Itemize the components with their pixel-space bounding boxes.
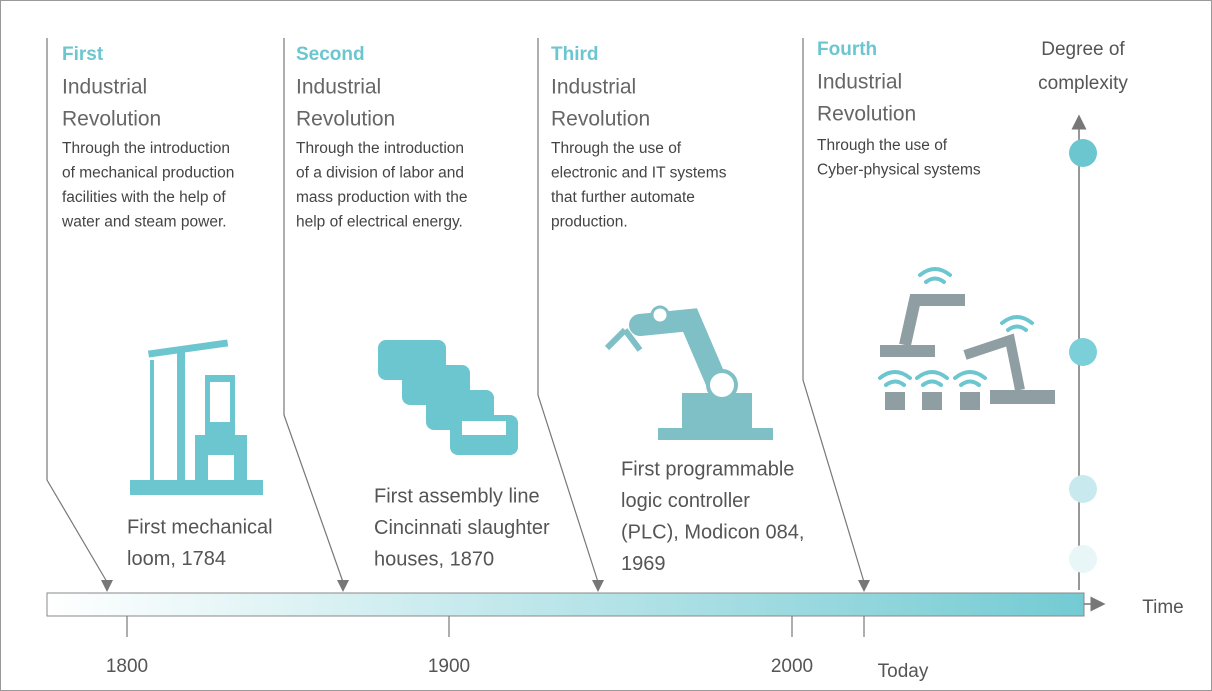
description-line: help of electrical energy. [296, 214, 463, 231]
description-line: facilities with the help of [62, 189, 226, 206]
y-axis-label: complexity [1038, 73, 1128, 94]
time-tick-label: 1800 [106, 656, 148, 677]
pointer-heads [101, 580, 870, 592]
robot-arm-icon [604, 305, 773, 440]
time-tick-marks [126, 616, 865, 637]
milestone-line: 1969 [621, 553, 666, 575]
description-line: Through the introduction [62, 140, 230, 157]
milestone-line: logic controller [621, 490, 750, 512]
title-line: Revolution [62, 108, 161, 131]
pointers [46, 38, 865, 583]
milestone-line: houses, 1870 [374, 548, 494, 570]
title-line: Industrial [817, 71, 902, 94]
ordinal: Third [551, 44, 599, 65]
description-line: Cyber-physical systems [817, 162, 981, 179]
description-line: electronic and IT systems [551, 165, 727, 182]
y-axis-label: Degree of [1041, 39, 1125, 60]
description-line: of mechanical production [62, 165, 234, 182]
x-axis-label: Time [1142, 597, 1184, 618]
time-tick-label: 2000 [771, 656, 813, 677]
milestone-line: Cincinnati slaughter [374, 517, 550, 539]
time-bar [46, 592, 1085, 617]
description-line: mass production with the [296, 189, 467, 206]
description-line: Through the introduction [296, 140, 464, 157]
title-line: Revolution [296, 108, 395, 131]
ordinal: Second [296, 44, 365, 65]
ordinal: Fourth [817, 39, 877, 60]
title-line: Industrial [296, 76, 381, 99]
description-line: of a division of labor and [296, 165, 464, 182]
title-line: Industrial [551, 76, 636, 99]
description-line: that further automate [551, 189, 695, 206]
description-line: Through the use of [551, 140, 682, 157]
ordinal: First [62, 44, 104, 65]
milestone-line: loom, 1784 [127, 548, 226, 570]
title-line: Industrial [62, 76, 147, 99]
milestone-line: First mechanical [127, 516, 273, 538]
time-tick-label: 1900 [428, 656, 470, 677]
description-line: production. [551, 214, 628, 231]
title-line: Revolution [817, 103, 916, 126]
title-line: Revolution [551, 108, 650, 131]
milestone-line: (PLC), Modicon 084, [621, 521, 804, 543]
milestone-line: First assembly line [374, 485, 540, 507]
time-tick-label: Today [878, 661, 929, 682]
cyber-physical-icon [878, 267, 1055, 410]
cars-icon [378, 340, 518, 455]
milestone-line: First programmable [621, 458, 794, 480]
complexity-dots [1069, 139, 1097, 573]
description-line: Through the use of [817, 137, 948, 154]
description-line: water and steam power. [61, 214, 227, 231]
loom-icon [130, 339, 263, 495]
